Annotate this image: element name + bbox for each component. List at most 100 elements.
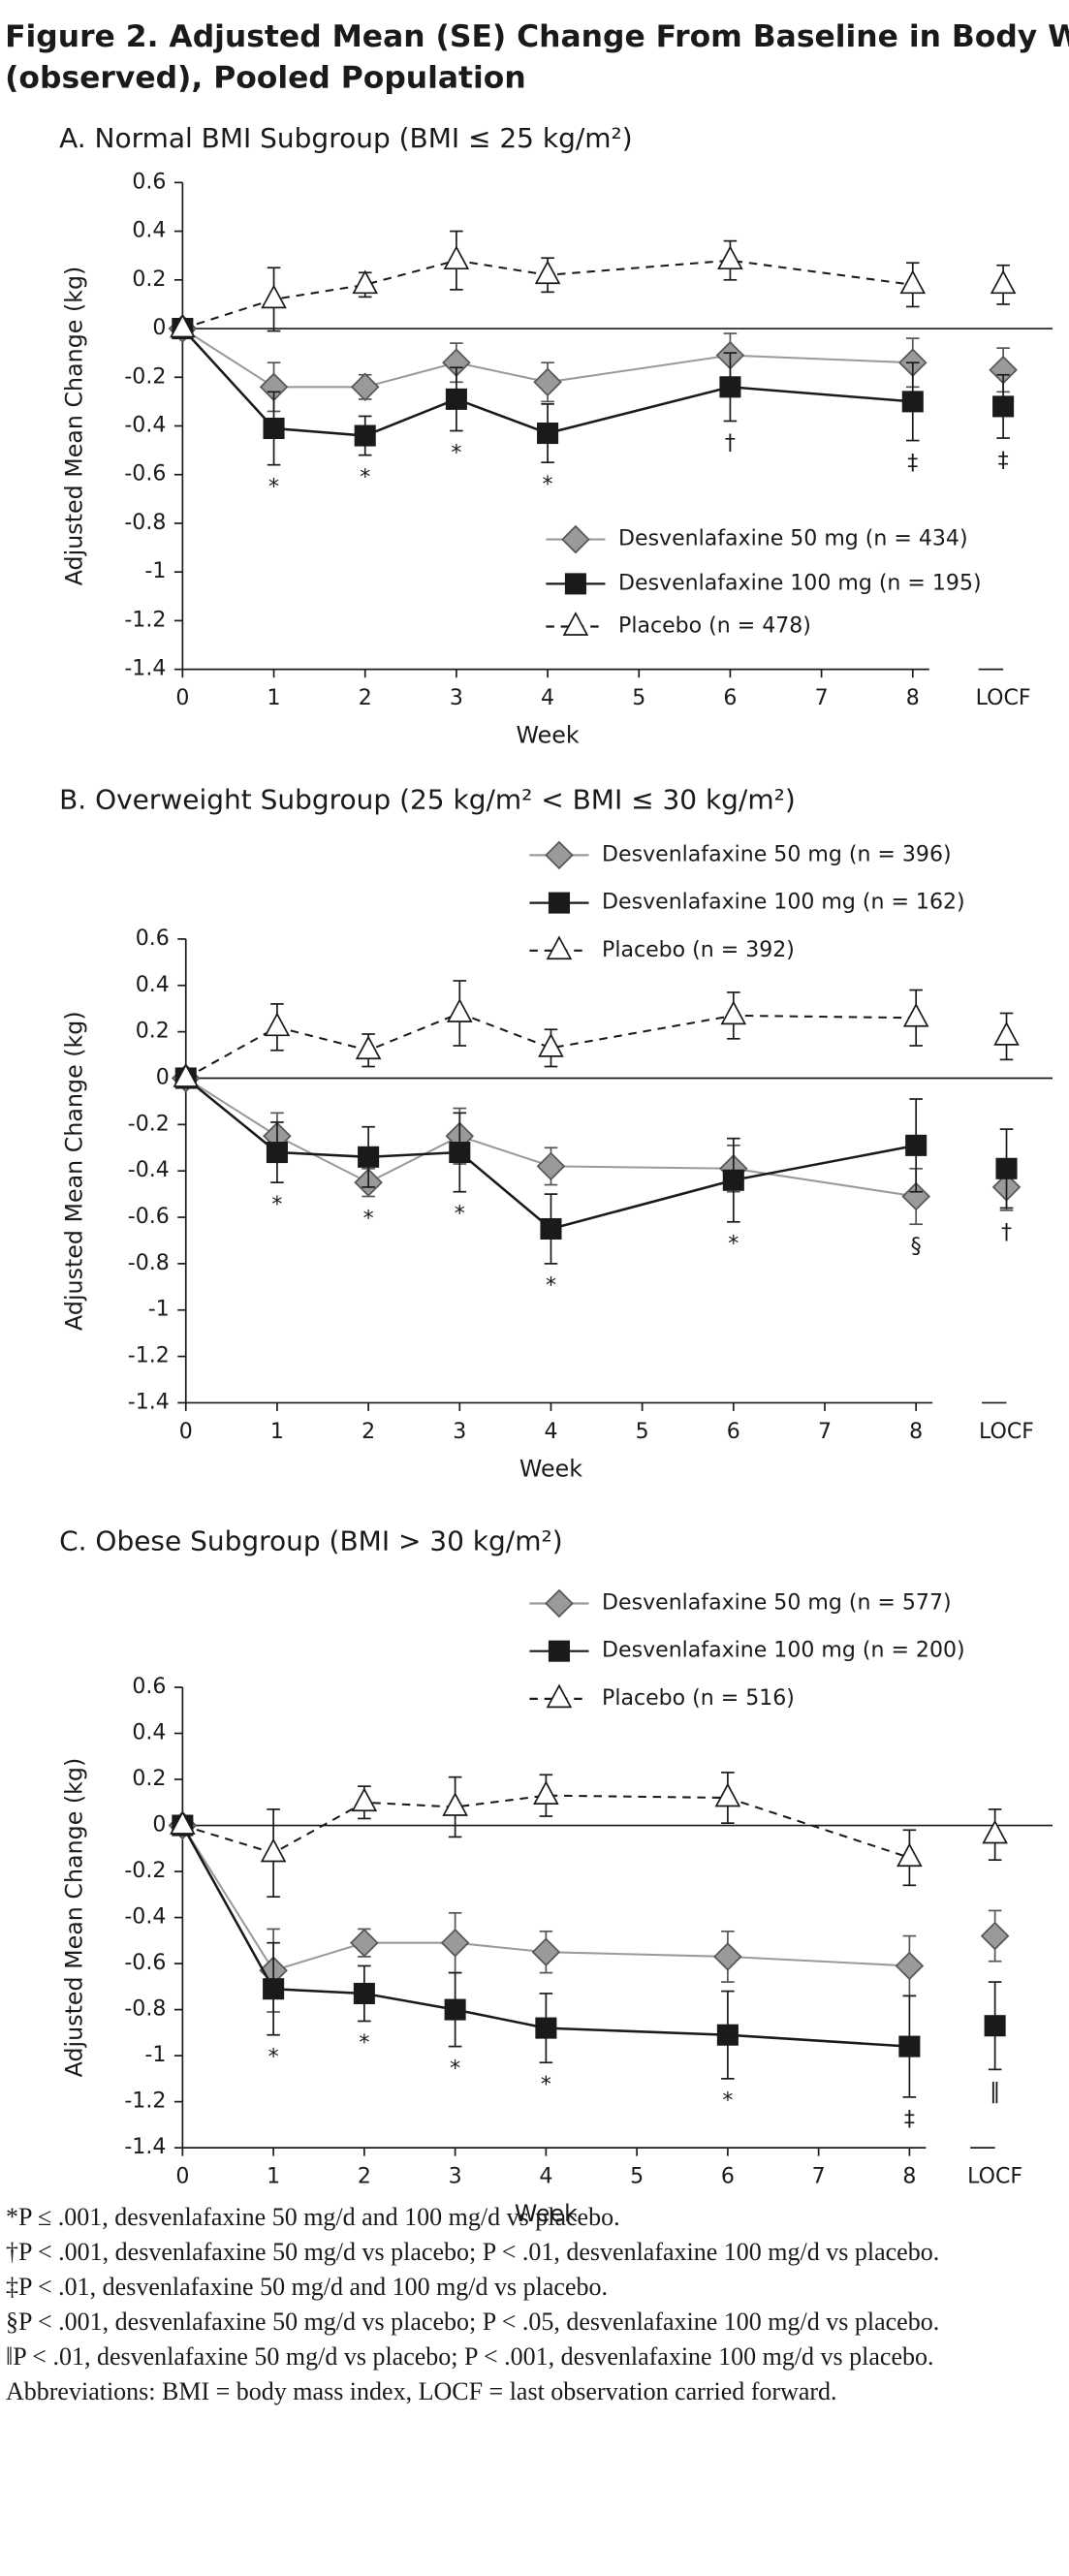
legend-marker	[546, 1683, 573, 1709]
legend-label: Desvenlafaxine 50 mg (n = 396)	[602, 842, 952, 866]
marker	[716, 2024, 739, 2046]
marker	[263, 417, 285, 440]
marker	[350, 372, 380, 402]
marker	[982, 1819, 1008, 1844]
panel-title: C. Obese Subgroup (BMI > 30 kg/m²)	[59, 1525, 563, 1557]
significance-mark: §	[911, 1235, 922, 1259]
y-tick-label: -0.8	[124, 1997, 166, 2022]
significance-mark: †	[1001, 1221, 1012, 1245]
x-tick-label: 1	[270, 1420, 284, 1444]
marker	[901, 391, 924, 413]
x-tick-label: 4	[541, 686, 554, 710]
marker	[260, 1838, 287, 1863]
y-tick-label: -1	[148, 1298, 170, 1322]
x-axis-label: Week	[515, 2200, 578, 2227]
marker	[722, 1169, 744, 1191]
y-tick-label: -1.4	[128, 1390, 170, 1414]
x-tick-label: 7	[815, 686, 829, 710]
footnote: ‡P < .01, desvenlafaxine 50 mg/d and 100…	[6, 2273, 608, 2301]
significance-mark: ‖	[990, 2080, 1000, 2104]
y-tick-label: -1.4	[124, 657, 166, 681]
y-tick-label: 0	[156, 1065, 170, 1089]
significance-mark: *	[450, 2057, 460, 2081]
significance-mark: ‡	[998, 449, 1009, 473]
y-tick-label: -1	[144, 559, 166, 583]
y-tick-label: 0.2	[132, 1767, 166, 1791]
y-tick-label: 0.4	[132, 219, 166, 243]
footnote: *P ≤ .001, desvenlafaxine 50 mg/d and 10…	[6, 2203, 620, 2231]
marker	[440, 1928, 470, 1958]
marker	[353, 1982, 375, 2004]
x-tick-label: 3	[450, 686, 463, 710]
footnote: ‖P < .01, desvenlafaxine 50 mg/d vs plac…	[6, 2342, 934, 2371]
significance-mark: *	[728, 1233, 739, 1257]
x-tick-label: LOCF	[976, 686, 1031, 710]
legend-label: Desvenlafaxine 100 mg (n = 195)	[618, 571, 982, 595]
marker	[535, 2017, 557, 2039]
panel-title: B. Overweight Subgroup (25 kg/m² < BMI ≤…	[59, 783, 796, 815]
legend-marker	[545, 840, 574, 870]
y-tick-label: -0.2	[128, 1112, 170, 1136]
marker	[173, 1063, 200, 1087]
panel-title: A. Normal BMI Subgroup (BMI ≤ 25 kg/m²)	[59, 122, 633, 154]
x-tick-label: 5	[630, 2165, 644, 2189]
marker	[264, 1012, 291, 1037]
y-tick-label: -0.6	[128, 1205, 170, 1229]
significance-mark: *	[546, 1274, 556, 1299]
marker	[266, 1142, 288, 1164]
marker	[895, 1951, 925, 1981]
marker	[898, 2035, 921, 2058]
y-tick-label: -0.4	[124, 1905, 166, 1930]
y-tick-label: -1.2	[124, 2089, 166, 2114]
x-tick-label: 1	[267, 2165, 280, 2189]
y-tick-label: -0.4	[124, 413, 166, 437]
marker	[355, 1035, 382, 1060]
x-axis-label: Week	[517, 722, 580, 749]
legend-marker	[562, 612, 589, 636]
x-tick-label: 2	[358, 2165, 371, 2189]
marker	[902, 1002, 929, 1027]
marker	[533, 367, 562, 397]
marker	[263, 1978, 285, 2000]
marker	[354, 424, 376, 447]
x-tick-label: 2	[359, 686, 372, 710]
y-tick-label: -0.2	[124, 364, 166, 389]
x-tick-label: 0	[175, 2165, 189, 2189]
legend-label: Placebo (n = 478)	[618, 614, 811, 639]
significance-mark: *	[543, 473, 553, 497]
y-axis-label: Adjusted Mean Change (kg)	[61, 1758, 88, 2078]
legend-marker	[545, 1588, 574, 1618]
marker	[352, 269, 379, 295]
x-tick-label: 8	[906, 686, 920, 710]
legend-label: Placebo (n = 392)	[602, 938, 795, 962]
significance-mark: *	[359, 2031, 369, 2056]
marker	[534, 260, 561, 285]
significance-mark: *	[363, 1207, 374, 1231]
y-axis-label: Adjusted Mean Change (kg)	[61, 267, 88, 586]
x-tick-label: 7	[818, 1420, 832, 1444]
y-tick-label: -0.2	[124, 1859, 166, 1883]
significance-mark: *	[360, 465, 370, 489]
marker	[995, 1157, 1018, 1179]
y-tick-label: -0.8	[124, 511, 166, 535]
legend-marker	[546, 935, 573, 960]
y-tick-label: 0	[152, 316, 166, 340]
marker	[446, 998, 473, 1022]
marker	[899, 269, 927, 295]
legend-label: Desvenlafaxine 50 mg (n = 434)	[618, 527, 968, 551]
significance-mark: *	[455, 1202, 465, 1226]
x-tick-label: 6	[723, 686, 737, 710]
footnote: †P < .001, desvenlafaxine 50 mg/d vs pla…	[6, 2238, 940, 2266]
y-tick-label: -1.2	[124, 608, 166, 632]
marker	[350, 1928, 379, 1958]
y-axis-label: Adjusted Mean Change (kg)	[61, 1011, 88, 1331]
significance-mark: *	[268, 2045, 279, 2069]
marker	[896, 1842, 923, 1868]
significance-mark: *	[268, 475, 279, 499]
y-tick-label: 0.6	[132, 170, 166, 194]
x-tick-label: 0	[179, 1420, 193, 1444]
marker	[261, 284, 287, 309]
marker	[533, 1780, 559, 1805]
